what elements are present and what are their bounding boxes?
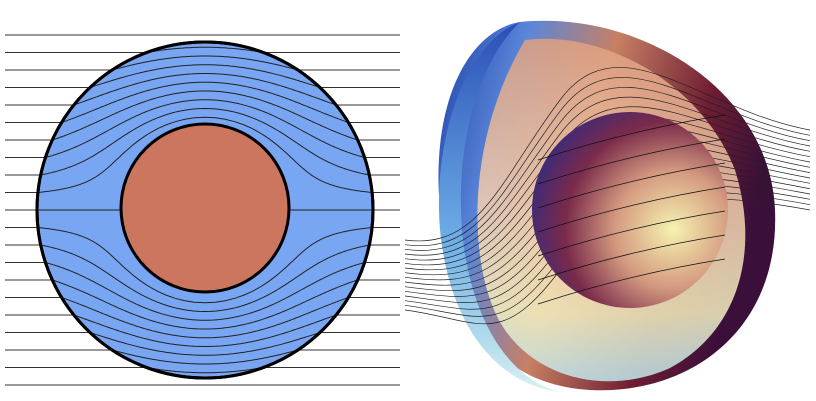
streamline [37, 107, 373, 176]
streamline [37, 244, 373, 313]
right-panel [404, 20, 811, 392]
streamline [37, 262, 373, 321]
streamline-3d [404, 96, 811, 256]
streamline [37, 90, 373, 141]
sphere-line [537, 258, 726, 305]
sphere-line [537, 114, 726, 161]
sphere-line [537, 210, 726, 257]
streamline-3d [404, 67, 811, 242]
streamline-3d [404, 77, 811, 247]
streamline [37, 81, 373, 123]
sphere-line [537, 234, 726, 281]
streamline [37, 279, 373, 330]
left-panel [5, 34, 400, 386]
cloak-outline [35, 40, 375, 380]
shell-rim [438, 22, 560, 392]
sphere-streamlines [537, 114, 726, 305]
inner-sphere [532, 112, 728, 308]
streamline [37, 297, 373, 339]
streamline [37, 227, 373, 304]
sphere-line [537, 186, 726, 233]
streamline [37, 116, 373, 193]
streamline-3d [404, 86, 811, 251]
streamline [37, 314, 373, 347]
streamline [37, 73, 373, 106]
sphere-line [537, 138, 726, 185]
cloaked-core [119, 122, 291, 294]
streamline [37, 99, 373, 158]
sphere-line [537, 162, 726, 209]
